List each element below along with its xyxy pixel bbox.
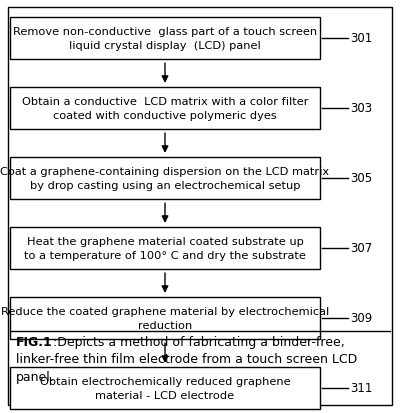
- Bar: [10, 18, 320, 60]
- Text: Obtain electrochemically reduced graphene
material - LCD electrode: Obtain electrochemically reduced graphen…: [40, 376, 290, 400]
- Bar: [10, 228, 320, 269]
- Text: FIG.1: FIG.1: [16, 335, 53, 348]
- Text: 303: 303: [350, 102, 372, 115]
- Text: 309: 309: [350, 312, 372, 325]
- Bar: [10, 88, 320, 130]
- Text: Remove non-conductive  glass part of a touch screen
liquid crystal display  (LCD: Remove non-conductive glass part of a to…: [13, 27, 317, 51]
- Text: :Depicts a method of fabricating a binder-free,: :Depicts a method of fabricating a binde…: [53, 335, 344, 348]
- Text: linker-free thin film electrode from a touch screen LCD: linker-free thin film electrode from a t…: [16, 353, 357, 366]
- Text: 311: 311: [350, 382, 372, 394]
- Bar: [10, 367, 320, 409]
- Text: Heat the graphene material coated substrate up
to a temperature of 100° C and dr: Heat the graphene material coated substr…: [24, 237, 306, 260]
- Text: Coat a graphene-containing dispersion on the LCD matrix
by drop casting using an: Coat a graphene-containing dispersion on…: [0, 167, 330, 190]
- Text: 307: 307: [350, 242, 372, 255]
- Bar: [10, 297, 320, 339]
- Text: Reduce the coated graphene material by electrochemical
reduction: Reduce the coated graphene material by e…: [1, 306, 329, 330]
- Text: panel.: panel.: [16, 370, 55, 383]
- Text: Obtain a conductive  LCD matrix with a color filter
coated with conductive polym: Obtain a conductive LCD matrix with a co…: [22, 97, 308, 121]
- Bar: [10, 158, 320, 199]
- Text: 301: 301: [350, 33, 372, 45]
- Text: 305: 305: [350, 172, 372, 185]
